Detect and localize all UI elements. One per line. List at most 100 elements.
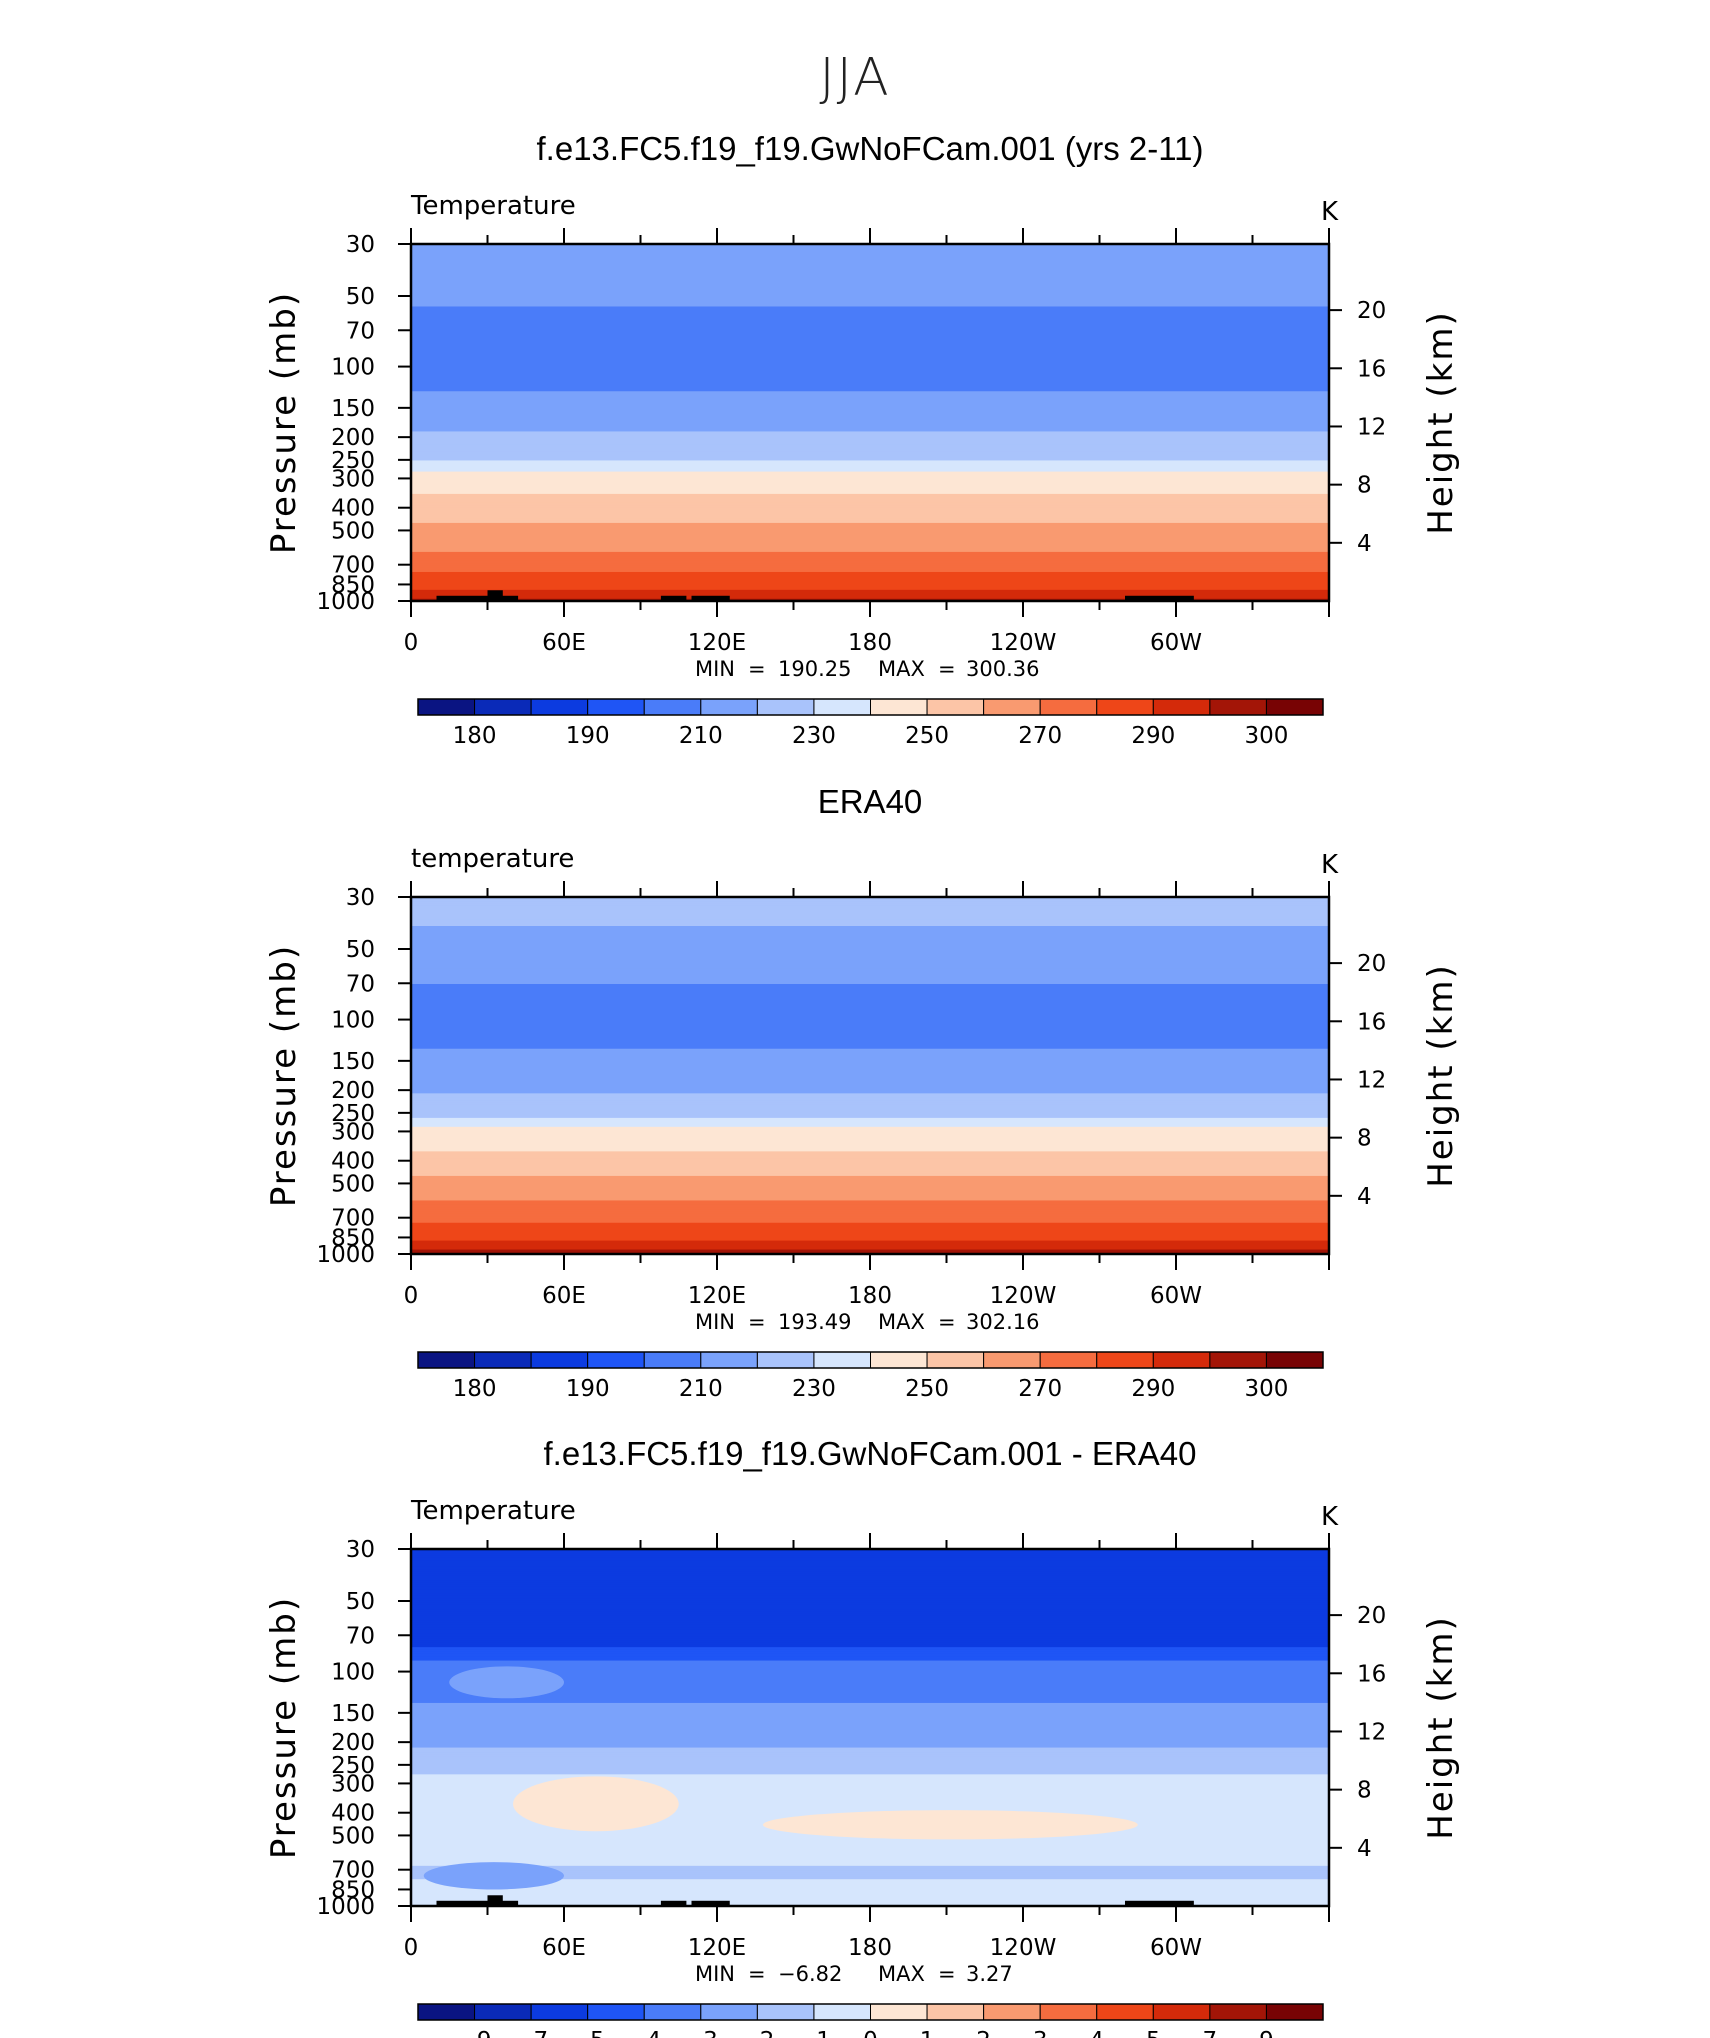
warm_patch — [762, 1810, 1138, 1840]
contour-band — [411, 1046, 1329, 1050]
contour-band — [411, 1202, 1329, 1206]
colorbar-label: 5 — [1146, 2028, 1161, 2038]
contour-band — [411, 1841, 1329, 1845]
colorbar-label: 1 — [920, 2028, 935, 2038]
contour-band — [411, 565, 1329, 569]
x-tick-label: 120W — [990, 630, 1057, 656]
contour-band — [411, 941, 1329, 945]
contour-band — [411, 1847, 1329, 1851]
contour-band — [411, 1573, 1329, 1577]
colorbar-label: 300 — [1244, 723, 1288, 749]
contour-band — [411, 433, 1329, 437]
contour-band — [411, 1649, 1329, 1653]
contour-band — [411, 952, 1329, 956]
contour-band — [411, 1227, 1329, 1231]
y-axis-title-right: Height (km) — [1421, 963, 1461, 1188]
contour-band — [411, 1600, 1329, 1604]
contour-band — [411, 567, 1329, 571]
contour-band — [411, 351, 1329, 354]
contour-band — [411, 1754, 1329, 1758]
contour-band — [411, 268, 1329, 272]
right-tick-label: 20 — [1357, 298, 1386, 324]
colorbar-label: 290 — [1131, 1376, 1175, 1402]
contour-band — [411, 596, 1329, 600]
y-tick-label: 50 — [346, 284, 375, 310]
contour-band — [411, 1249, 1329, 1253]
colorbar-swatch — [417, 698, 476, 716]
contour-band — [411, 558, 1329, 562]
x-tick-label: 120E — [688, 630, 746, 656]
contour-band — [411, 1555, 1329, 1559]
colorbar-swatch — [587, 698, 645, 716]
contour-band — [411, 914, 1329, 918]
contour-band — [411, 1173, 1329, 1177]
topography-block — [660, 595, 687, 601]
contour-band — [411, 297, 1329, 301]
right-tick-label: 8 — [1357, 473, 1372, 499]
contour-band — [411, 1794, 1329, 1798]
contour-band — [411, 516, 1329, 520]
contour-band — [411, 1158, 1329, 1161]
colorbar-swatch — [813, 1351, 871, 1369]
colorbar-label: 180 — [453, 1376, 497, 1402]
contour-band — [411, 476, 1329, 479]
colorbar-frame — [417, 1351, 1324, 1369]
contour-band — [411, 576, 1329, 580]
contour-band — [411, 1656, 1329, 1659]
contour-band — [411, 1673, 1329, 1677]
contour-band — [411, 368, 1329, 372]
contour-band — [411, 912, 1329, 916]
contour-band — [411, 286, 1329, 290]
contour-band — [411, 1888, 1329, 1891]
y-tick-label: 850 — [331, 1225, 375, 1251]
contour-band — [411, 1571, 1329, 1575]
colorbar-label: 230 — [792, 1376, 836, 1402]
x-tick-label: 60E — [542, 630, 586, 656]
contour-band — [411, 518, 1329, 522]
contour-band — [411, 1120, 1329, 1123]
x-tick-label: 180 — [848, 1935, 892, 1961]
contour-band — [411, 346, 1329, 350]
contour-band — [411, 1660, 1329, 1664]
colorbar-swatch — [1209, 1351, 1267, 1369]
colorbar-label: 230 — [792, 723, 836, 749]
contour-band — [411, 449, 1329, 453]
contour-band — [411, 397, 1329, 401]
min-value: 190.25 — [778, 657, 851, 681]
contour-band — [411, 1079, 1329, 1083]
y-tick-label: 700 — [331, 1206, 375, 1232]
contour-band — [411, 1689, 1329, 1693]
colorbar-swatch — [1265, 2003, 1324, 2021]
contour-band — [411, 1178, 1329, 1181]
contour-band — [411, 981, 1329, 985]
y-tick-label: 100 — [331, 1660, 375, 1686]
contour-band — [411, 1598, 1329, 1601]
colorbar-label: 180 — [453, 723, 497, 749]
colorbar-swatch — [983, 698, 1041, 716]
contour-band — [411, 1059, 1329, 1063]
contour-band — [411, 988, 1329, 992]
contour-band — [411, 404, 1329, 408]
min-equals: = — [748, 1962, 766, 1986]
max-equals: = — [938, 1962, 956, 1986]
contour-band — [411, 337, 1329, 341]
contour-band — [411, 1852, 1329, 1856]
contour-band — [411, 1861, 1329, 1865]
contour-band — [411, 261, 1329, 265]
contour-band — [411, 1894, 1329, 1898]
contour-band — [411, 549, 1329, 553]
y-tick-label: 150 — [331, 1701, 375, 1727]
contour-band — [411, 1169, 1329, 1173]
y-tick-label: 300 — [331, 466, 375, 492]
contour-band — [411, 1796, 1329, 1800]
contour-band — [411, 1117, 1329, 1121]
min-value: 193.49 — [778, 1310, 851, 1334]
contour-band — [411, 1013, 1329, 1016]
contour-band — [411, 1749, 1329, 1753]
contour-band — [411, 442, 1329, 446]
contour-band — [411, 1629, 1329, 1633]
contour-band — [411, 1093, 1329, 1097]
max-value: 3.27 — [966, 1962, 1013, 1986]
contour-band — [411, 502, 1329, 506]
